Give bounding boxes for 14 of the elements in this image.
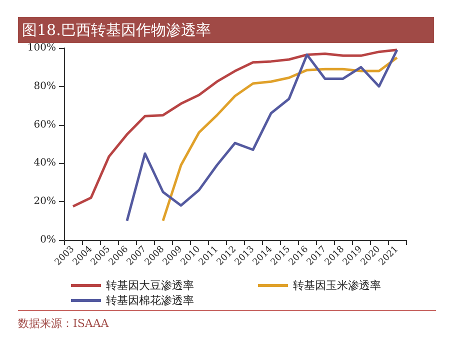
legend-label: 转基因大豆渗透率 bbox=[106, 279, 194, 292]
y-tick-label: 0% bbox=[40, 234, 56, 246]
legend-label: 转基因玉米渗透率 bbox=[293, 279, 381, 292]
y-tick-label: 40% bbox=[34, 158, 56, 169]
source-note: 数据来源：ISAAA bbox=[18, 316, 109, 331]
line-series bbox=[162, 56, 398, 222]
chart-title: 图18.巴西转基因作物渗透率 bbox=[18, 17, 434, 43]
y-tick-label: 60% bbox=[34, 119, 56, 130]
line-series bbox=[72, 48, 398, 208]
line-series bbox=[126, 48, 398, 222]
y-tick-label: 100% bbox=[27, 42, 56, 54]
y-tick-label: 80% bbox=[34, 80, 56, 92]
legend-label: 转基因棉花渗透率 bbox=[106, 294, 194, 307]
y-tick-label: 20% bbox=[34, 196, 56, 208]
